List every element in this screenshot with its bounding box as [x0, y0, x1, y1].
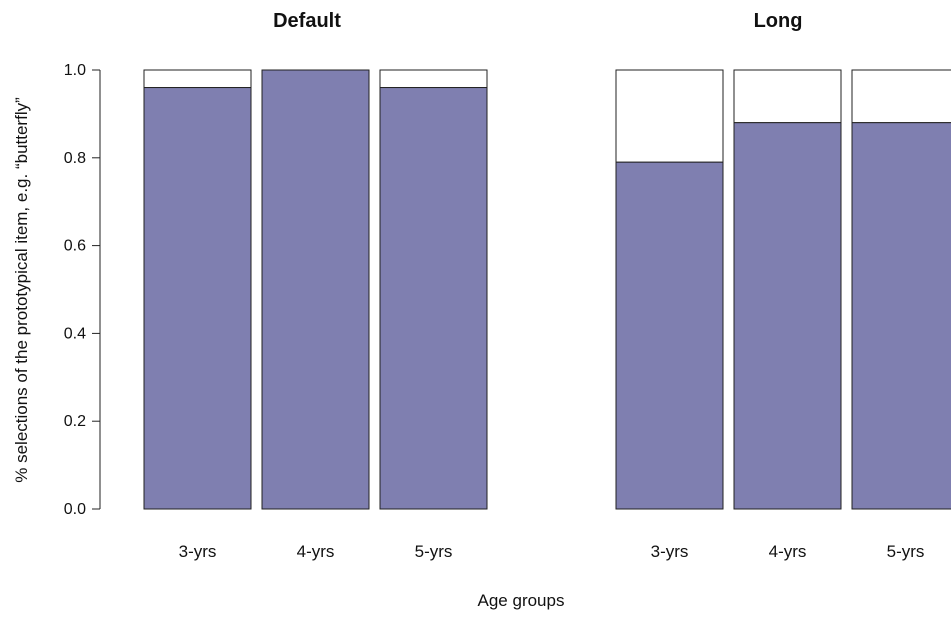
y-tick-label: 0.8: [64, 150, 86, 167]
bar: [379, 87, 488, 510]
x-tick-label: 5-yrs: [415, 542, 453, 561]
panel-title-0: Default: [273, 10, 341, 32]
y-tick-label: 0.4: [64, 325, 86, 342]
y-tick-label: 0.0: [64, 501, 86, 518]
bar-remainder: [615, 69, 724, 163]
bar: [733, 122, 842, 510]
x-axis-title: Age groups: [478, 591, 565, 610]
bar: [143, 87, 252, 510]
x-tick-label: 4-yrs: [769, 542, 807, 561]
bar-remainder: [851, 69, 951, 124]
x-tick-label: 4-yrs: [297, 542, 335, 561]
x-tick-label: 5-yrs: [887, 542, 925, 561]
y-tick-label: 1.0: [64, 62, 86, 79]
bar-remainder: [143, 69, 252, 89]
x-tick-label: 3-yrs: [651, 542, 689, 561]
bar: [261, 69, 370, 510]
panel-title-1: Long: [754, 10, 803, 32]
y-tick-label: 0.6: [64, 238, 86, 255]
y-tick-label: 0.2: [64, 413, 86, 430]
bar: [851, 122, 951, 510]
x-tick-label: 3-yrs: [179, 542, 217, 561]
bar-remainder: [733, 69, 842, 124]
bar: [615, 161, 724, 510]
y-axis-title: % selections of the prototypical item, e…: [12, 97, 31, 483]
bar-remainder: [379, 69, 488, 89]
